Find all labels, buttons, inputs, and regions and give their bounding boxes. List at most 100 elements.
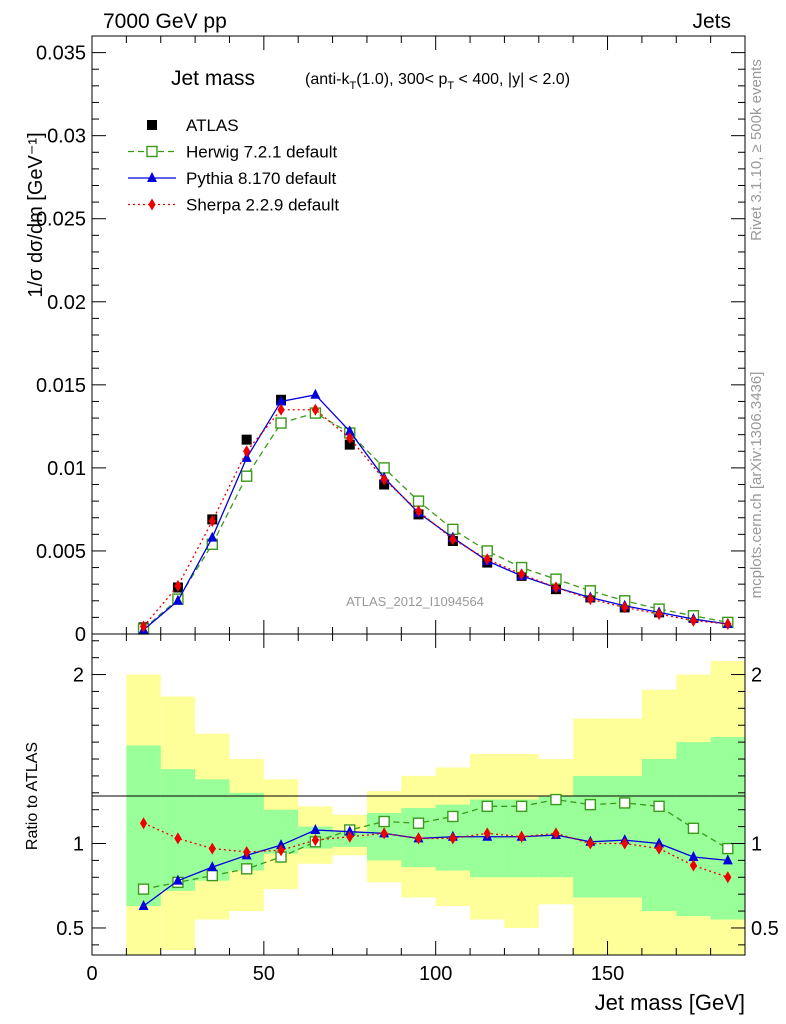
data-point-3 [346,431,354,444]
legend-marker-0 [147,120,157,130]
ratio-point-2 [621,837,629,850]
data-point-3 [311,403,319,416]
data-point-1 [378,462,390,474]
data-point-2 [310,388,321,399]
rivet-label: Rivet 3.1.10, ≥ 500k events [748,59,765,241]
ratio-point-0 [687,822,700,834]
ratio-point-0 [240,863,253,875]
data-point-2 [276,395,287,406]
series-3 [139,403,732,633]
data-point-3 [689,614,698,627]
data-point-3 [621,601,629,614]
ratio-frame [91,633,746,956]
ratio-point-2 [552,827,560,840]
data-point-3 [449,533,457,546]
ratio-point-1 [688,851,699,862]
data-point-1 [275,417,287,429]
main-axis-ticks: 0 0.005 0.01 0.015 0.02 0.025 0.03 0.035 [36,36,746,646]
band-green-bin [710,737,745,920]
legend-label-0: ATLAS [186,116,239,135]
ratio-point-1 [344,825,355,836]
main-ytick-label: 0.005 [36,541,86,563]
main-ylabel: 1/σ dσ/dm [GeV⁻¹] [25,132,47,297]
main-subtitle: (anti-kT(1.0), 300< pT < 400, |y| < 2.0) [305,71,570,92]
ratio-point-0 [481,800,493,813]
ratio-line-0 [143,798,729,890]
ratio-point-2 [346,830,354,843]
ratio-point-1 [276,839,287,850]
xtick-label: 100 [419,963,452,985]
ratio-series-2 [139,817,732,884]
band-green-bin [641,759,677,912]
ratio-point-1 [310,823,321,834]
ratio-series [137,793,734,911]
legend-entry-0: ATLAS [147,116,239,135]
data-point-1 [240,470,253,482]
data-point-3 [518,568,526,581]
data-point-2 [172,594,183,605]
data-point-0 [241,434,252,445]
main-ytick-label: 0.025 [36,209,86,231]
ratio-point-2 [414,832,423,845]
ratio-point-0 [619,797,631,809]
ratio-point-0 [653,800,665,813]
data-point-3 [724,618,732,631]
xtick-label: 0 [86,963,97,985]
main-ytick-label: 0.02 [47,292,86,314]
ratio-point-2 [139,817,148,830]
data-point-3 [208,515,216,528]
ratio-point-0 [412,817,425,829]
ratio-ylabel: Ratio to ATLAS [24,742,41,850]
xlabel: Jet mass [GeV] [595,990,745,1015]
data-point-3 [277,403,285,416]
ratio-ytick-label: 1 [73,833,84,855]
legend-label-1: Herwig 7.2.1 default [186,143,337,162]
ratio-ytick-label: 2 [73,665,84,687]
header-left: 7000 GeV pp [103,10,227,33]
data-point-3 [174,579,182,592]
data-point-3 [655,608,663,621]
ratio-point-0 [447,810,459,823]
main-title: Jet mass [171,67,255,90]
ratio-point-1 [172,874,183,885]
ratio-point-2 [449,832,457,845]
data-point-2 [344,425,355,436]
main-ytick-label: 0 [75,624,86,646]
legend: ATLAS Herwig 7.2.1 default Pythia 8.170 de… [128,116,339,215]
ratio-point-2 [174,832,182,845]
header-right: Jets [692,10,731,33]
band-green-bin [160,769,196,891]
ratio-point-2 [483,827,491,840]
series-line-1 [143,412,728,630]
ratio-line-1 [143,829,728,907]
main-series [137,388,734,635]
ratio-axis-ticks: 0.5 0.5 1 1 2 2 0 50 100 150 [56,634,779,985]
data-point-3 [139,620,148,633]
ratio-point-1 [654,837,665,848]
data-point-2 [207,531,218,542]
xtick-label: 50 [253,963,275,985]
legend-entry-1: Herwig 7.2.1 default [128,143,337,162]
main-ytick-label: 0.015 [36,375,86,397]
ratio-point-2 [243,845,251,858]
series-line-2 [143,394,728,631]
ratio-point-2 [518,830,526,843]
main-ytick-label: 0.035 [36,43,86,65]
data-point-3 [414,505,423,518]
ratio-point-0 [722,842,734,855]
ratio-point-0 [550,793,562,806]
series-line-3 [143,409,728,627]
ratio-point-0 [584,798,597,811]
legend-label-2: Pythia 8.170 default [186,169,337,188]
main-ytick-label: 0.03 [47,126,86,148]
legend-marker-3 [148,198,156,211]
legend-marker-1 [146,145,158,158]
main-panel: 0 0.005 0.01 0.015 0.02 0.025 0.03 0.035 Jet ma… [36,35,746,646]
uncertainty-bands [126,661,745,955]
legend-marker-2 [147,172,157,182]
ratio-ytick-label-right: 1 [751,833,762,855]
main-ytick-label: 0.01 [47,458,86,480]
legend-entry-3: Sherpa 2.2.9 default [128,196,339,215]
mcplots-label: mcplots.cern.ch [arXiv:1306.3436] [748,372,765,599]
